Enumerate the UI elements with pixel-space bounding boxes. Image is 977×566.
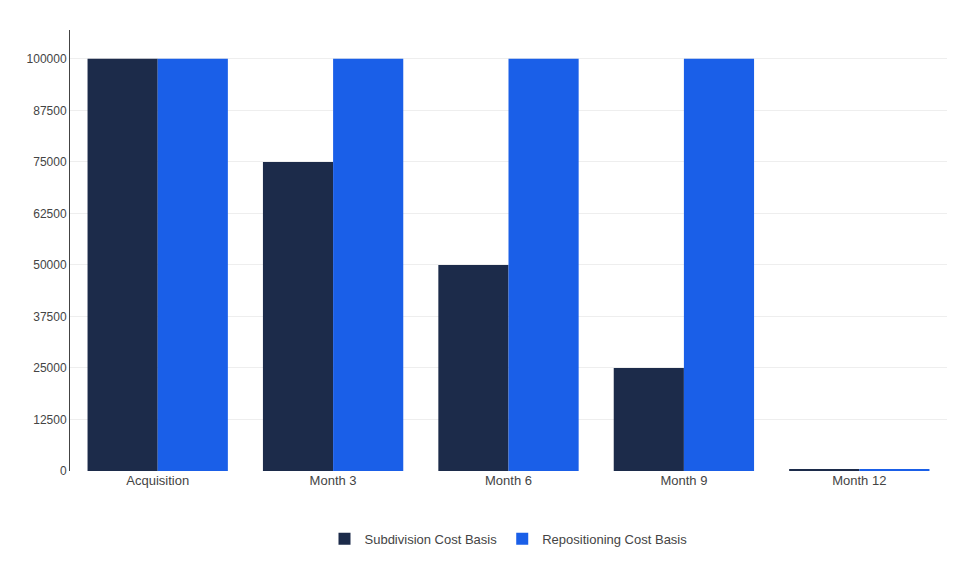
svg-text:37500: 37500 — [33, 310, 67, 324]
svg-text:87500: 87500 — [33, 104, 67, 118]
svg-text:25000: 25000 — [33, 361, 67, 375]
svg-text:Month 3: Month 3 — [310, 473, 357, 488]
svg-text:75000: 75000 — [33, 155, 67, 169]
svg-text:Subdivision Cost Basis: Subdivision Cost Basis — [365, 532, 498, 547]
svg-text:62500: 62500 — [33, 207, 67, 221]
svg-text:Month 9: Month 9 — [660, 473, 707, 488]
svg-text:100000: 100000 — [27, 52, 67, 66]
svg-text:Month 12: Month 12 — [832, 473, 886, 488]
svg-text:Month 6: Month 6 — [485, 473, 532, 488]
svg-text:0: 0 — [60, 464, 67, 478]
svg-text:50000: 50000 — [33, 258, 67, 272]
svg-text:Repositioning Cost Basis: Repositioning Cost Basis — [542, 532, 687, 547]
svg-text:Acquisition: Acquisition — [126, 473, 189, 488]
svg-text:12500: 12500 — [33, 413, 67, 427]
